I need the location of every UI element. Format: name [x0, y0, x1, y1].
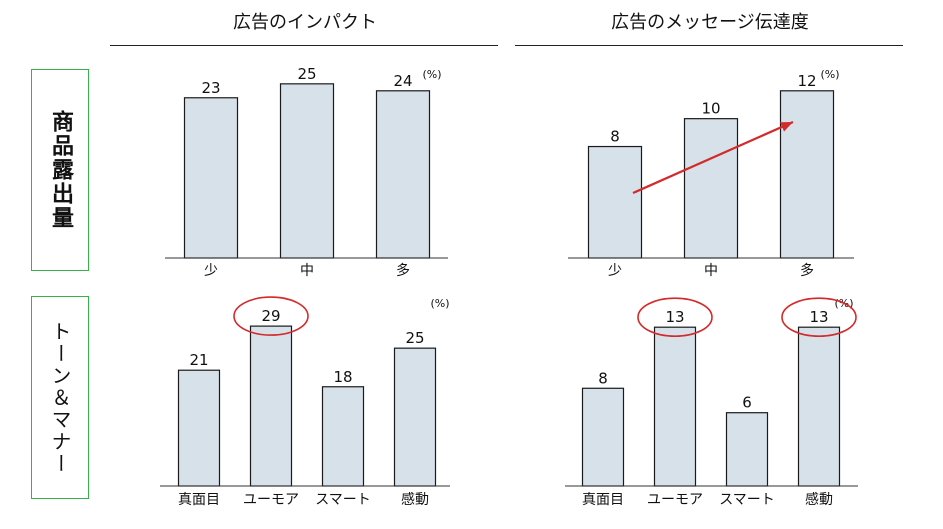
- unit-label-3: (%): [430, 297, 449, 310]
- value-label-4-3: 6: [742, 394, 752, 412]
- category-label-3-4: 感動: [401, 491, 429, 508]
- bar-3-1: [177, 369, 221, 487]
- value-label-3-2: 29: [261, 307, 280, 325]
- column-title-message: 広告のメッセージ伝達度: [611, 12, 809, 33]
- trend-arrow-head: [780, 122, 793, 132]
- bar-2-2: [683, 118, 739, 259]
- highlight-ellipse-3-1: [233, 296, 309, 336]
- value-label-4-2: 13: [665, 308, 684, 326]
- bar-4-4: [797, 326, 841, 487]
- bar-3-2: [249, 325, 293, 487]
- bar-2-1: [587, 145, 643, 259]
- column-rule-impact: [110, 45, 498, 46]
- value-label-3-1: 21: [189, 351, 208, 369]
- value-label-2-3: 12: [797, 72, 816, 90]
- row-label-box-tone: トーン＆マナー: [31, 296, 89, 499]
- value-label-1-2: 25: [297, 65, 316, 83]
- value-label-2-2: 10: [701, 100, 720, 118]
- bar-2-3: [779, 90, 835, 259]
- category-label-3-1: 真面目: [178, 492, 220, 508]
- highlight-ellipse-4-2: [781, 297, 857, 337]
- column-rule-message: [515, 45, 903, 46]
- value-label-3-3: 18: [333, 368, 352, 386]
- bar-3-3: [321, 386, 365, 487]
- category-label-2-2: 中: [704, 263, 718, 279]
- category-label-4-2: ユーモア: [647, 492, 703, 508]
- row-label-tone: トーン＆マナー: [48, 320, 72, 475]
- category-label-4-3: スマート: [719, 492, 775, 508]
- bar-3-4: [393, 347, 437, 487]
- category-label-4-1: 真面目: [582, 492, 624, 508]
- trend-arrow-line: [632, 120, 794, 195]
- value-label-1-3: 24: [393, 72, 412, 90]
- category-label-1-3: 多: [396, 262, 410, 279]
- row-label-box-exposure: 商品露出量: [31, 69, 89, 271]
- unit-label-1: (%): [422, 68, 441, 81]
- category-label-1-2: 中: [300, 263, 314, 279]
- category-label-2-3: 多: [800, 262, 814, 279]
- value-label-4-4: 13: [809, 308, 828, 326]
- value-label-2-1: 8: [610, 128, 620, 146]
- category-label-4-4: 感動: [805, 491, 833, 508]
- unit-label-2: (%): [820, 68, 839, 81]
- value-label-1-1: 23: [201, 79, 220, 97]
- column-title-impact: 広告のインパクト: [233, 12, 377, 33]
- bar-4-2: [653, 326, 697, 487]
- category-label-1-1: 少: [204, 263, 218, 279]
- highlight-ellipse-4-1: [637, 297, 713, 337]
- row-label-exposure: 商品露出量: [48, 110, 73, 230]
- category-label-3-2: ユーモア: [243, 492, 299, 508]
- bar-1-2: [279, 83, 335, 259]
- bar-1-1: [183, 97, 239, 259]
- value-label-3-4: 25: [405, 329, 424, 347]
- category-label-3-3: スマート: [315, 492, 371, 508]
- bar-1-3: [375, 90, 431, 259]
- category-label-2-1: 少: [608, 263, 622, 279]
- bar-4-3: [725, 412, 769, 487]
- bar-4-1: [581, 387, 625, 487]
- value-label-4-1: 8: [598, 369, 608, 387]
